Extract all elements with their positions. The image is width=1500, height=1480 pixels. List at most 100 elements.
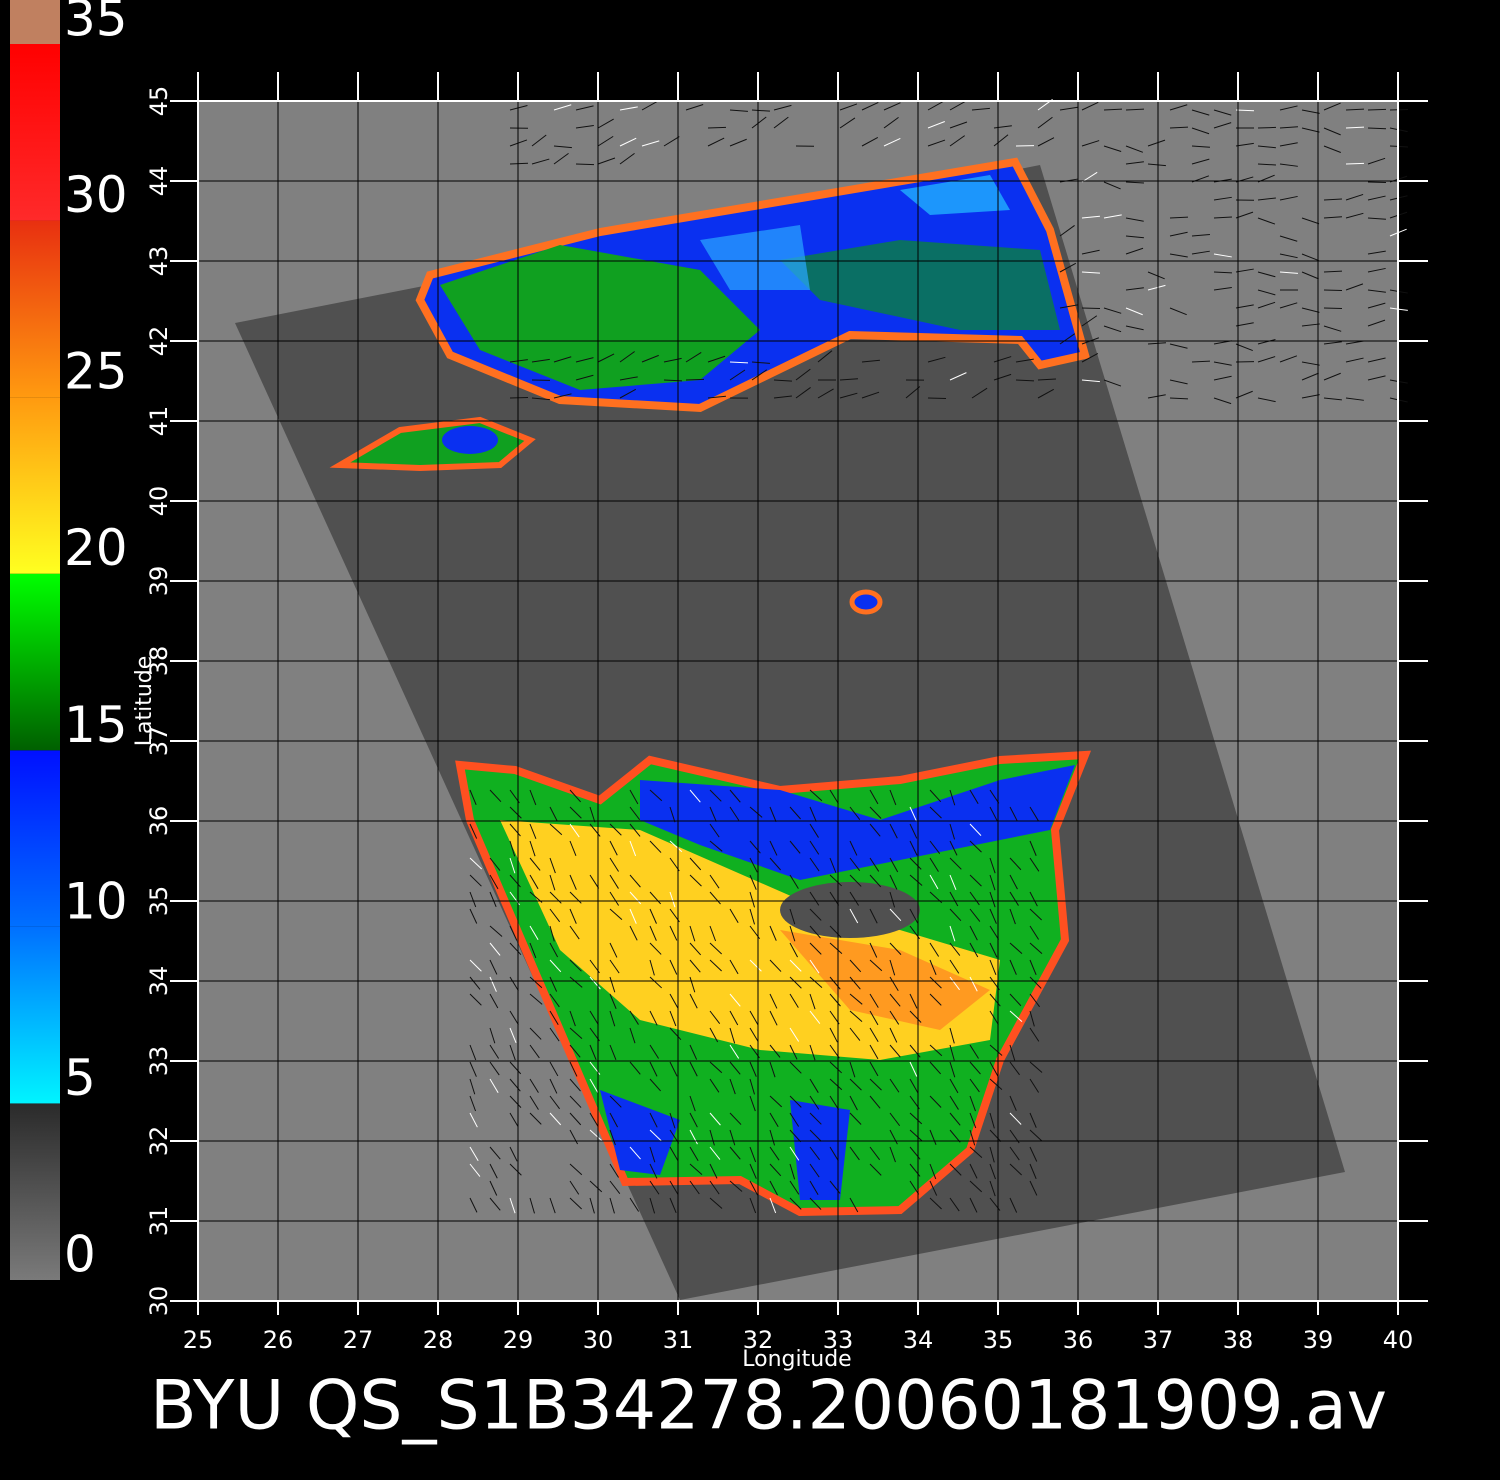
wind-vector <box>709 1061 723 1074</box>
wind-vector <box>789 976 802 989</box>
wind-vector <box>1009 1197 1018 1213</box>
y-tick-label: 44 <box>145 166 173 197</box>
wind-vector <box>1081 215 1100 219</box>
wind-vector <box>989 857 996 874</box>
wind-vector <box>1301 361 1320 366</box>
wind-vector <box>649 1197 656 1214</box>
wind-vector <box>1103 307 1122 314</box>
wind-vector <box>609 874 619 889</box>
wind-vector <box>1125 287 1144 291</box>
wind-vector <box>769 840 778 856</box>
wind-vector <box>809 1112 822 1125</box>
wind-vector <box>569 806 582 819</box>
x-tick-label: 33 <box>823 1326 854 1354</box>
wind-vector <box>529 1078 539 1093</box>
wind-vector <box>1301 217 1320 225</box>
wind-vector <box>1103 325 1122 333</box>
wind-vector <box>1125 161 1144 165</box>
wind-vector <box>889 1078 900 1093</box>
wind-vector <box>509 1061 522 1075</box>
wind-vector <box>749 1027 759 1042</box>
wind-vector <box>669 993 679 1009</box>
title: BYU QS_S1B34278.20060181909.av <box>150 1367 1387 1446</box>
wind-vector <box>1323 102 1341 111</box>
wind-vector <box>619 152 635 165</box>
wind-vector <box>1029 959 1037 975</box>
wind-vector <box>489 1044 500 1059</box>
wind-vector <box>1169 216 1189 219</box>
land-region <box>780 930 990 1030</box>
wind-vector <box>649 891 662 905</box>
wind-vector <box>569 976 583 988</box>
wind-vector <box>969 976 978 992</box>
wind-vector <box>749 1180 759 1196</box>
wind-vector <box>789 959 802 972</box>
y-tick-label: 35 <box>145 886 173 917</box>
wind-vector <box>1147 271 1165 280</box>
wind-vector <box>849 1078 862 1091</box>
wind-vector <box>549 1027 560 1042</box>
wind-vector <box>809 1163 820 1178</box>
wind-vector <box>909 857 922 870</box>
x-tick-label: 40 <box>1383 1326 1414 1354</box>
wind-vector <box>549 1197 556 1214</box>
wind-vector <box>989 1163 996 1180</box>
colorbar-tick-label: 10 <box>64 872 128 930</box>
wind-vector <box>1015 379 1035 382</box>
wind-vector <box>1279 163 1298 167</box>
wind-vector <box>949 857 962 870</box>
wind-vector <box>729 908 739 924</box>
wind-vector <box>1345 340 1364 345</box>
wind-vector <box>969 874 982 887</box>
wind-vector <box>1009 993 1022 1007</box>
wind-vector <box>1125 307 1143 316</box>
wind-vector <box>993 373 1012 381</box>
x-tick-label: 27 <box>343 1326 374 1354</box>
wind-vector <box>689 789 701 803</box>
wind-vector <box>869 1061 879 1077</box>
wind-vector <box>1257 163 1277 166</box>
x-tick-label: 37 <box>1143 1326 1174 1354</box>
wind-vector <box>889 857 899 873</box>
wind-vector <box>649 1180 660 1195</box>
wind-vector <box>817 388 834 399</box>
wind-vector <box>989 874 996 891</box>
wind-vector <box>709 823 720 838</box>
wind-vector <box>1029 1180 1038 1196</box>
wind-vector <box>809 823 819 838</box>
colorbar-segment <box>10 926 60 1104</box>
wind-vector <box>589 806 596 823</box>
wind-vector <box>575 374 594 381</box>
wind-vector <box>729 959 739 975</box>
wind-vector <box>609 1010 616 1027</box>
wind-vector <box>969 1146 983 1159</box>
wind-vector <box>839 392 858 399</box>
wind-vector <box>889 993 901 1007</box>
wind-vector <box>989 1146 995 1163</box>
wind-vector <box>609 891 620 906</box>
wind-vector <box>949 840 958 856</box>
wind-vector <box>989 908 997 924</box>
wind-vector <box>709 1112 721 1126</box>
wind-vector <box>1059 106 1078 111</box>
wind-vector <box>709 1197 723 1209</box>
wind-vector <box>889 1010 900 1025</box>
wind-vector <box>509 823 521 837</box>
wind-vector <box>829 925 842 938</box>
wind-vector <box>489 1197 501 1211</box>
wind-vector <box>949 1027 955 1044</box>
wind-vector <box>1029 925 1040 940</box>
wind-vector <box>829 891 840 906</box>
wind-vector <box>969 925 978 941</box>
wind-vector <box>909 1112 923 1125</box>
wind-vector <box>669 959 678 975</box>
wind-vector <box>749 840 761 854</box>
wind-vector <box>1257 197 1276 201</box>
wind-vector <box>619 388 637 399</box>
wind-vector <box>1345 126 1365 129</box>
wind-vector <box>729 993 741 1007</box>
wind-vector <box>1257 271 1276 278</box>
wind-vector <box>729 1112 742 1125</box>
wind-vector <box>1037 378 1057 381</box>
